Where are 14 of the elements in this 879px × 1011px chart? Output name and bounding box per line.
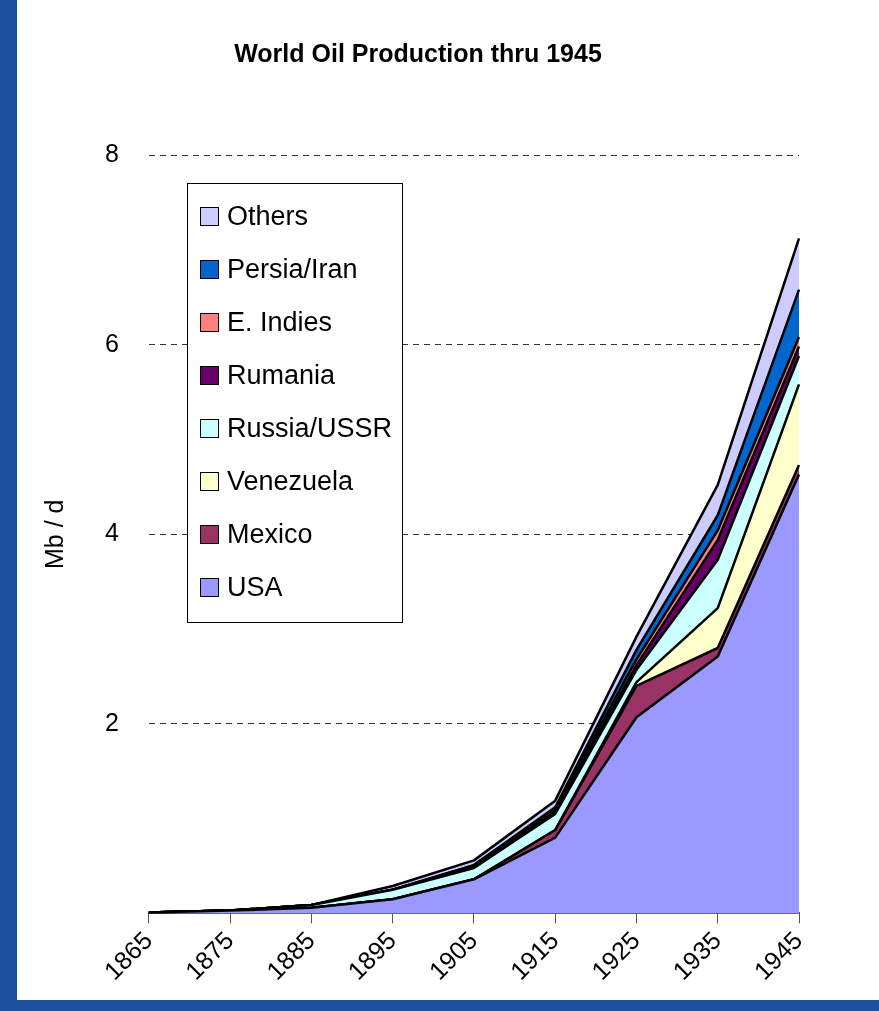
y-tick-label: 2 [105,707,119,736]
legend-label: USA [226,572,283,603]
legend-label: Mexico [226,519,313,550]
y-axis-title: Mb / d [39,499,68,569]
y-tick-label: 4 [105,518,119,547]
legend-label: Persia/Iran [226,254,358,285]
y-tick-label: 8 [105,138,119,167]
y-tick-label: 6 [105,328,119,357]
legend-label: Others [226,201,308,232]
legend-label: Venezuela [226,466,354,497]
legend-label: Russia/USSR [226,413,392,444]
legend-label: Rumania [226,360,335,391]
legend-label: E. Indies [226,307,332,338]
chart-title: World Oil Production thru 1945 [234,38,602,67]
